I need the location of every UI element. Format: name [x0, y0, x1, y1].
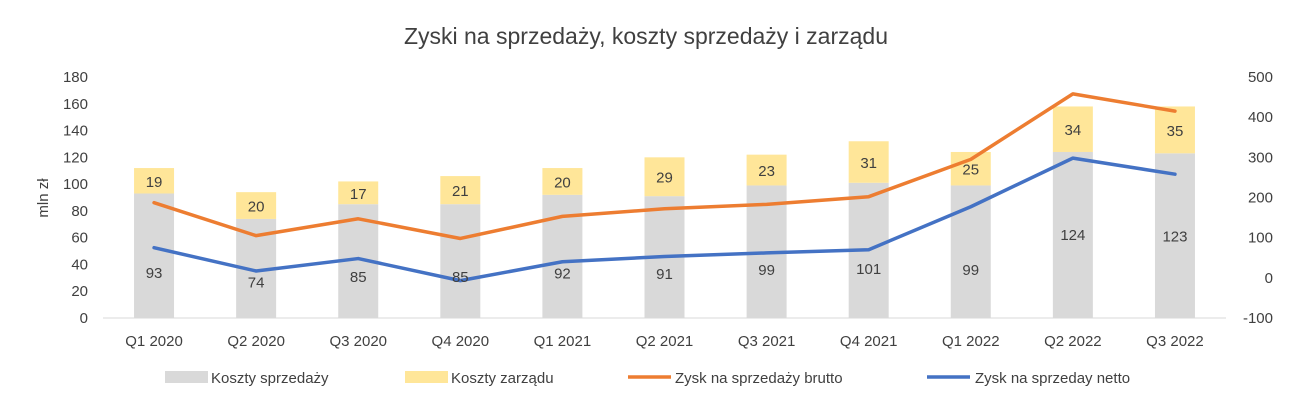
- y-tick-label: 60: [71, 230, 88, 247]
- x-tick-label: Q4 2020: [432, 333, 490, 350]
- data-label: 101: [856, 261, 881, 278]
- data-label: 99: [962, 262, 979, 279]
- y-tick-label: 40: [71, 256, 88, 273]
- bar-koszty-sprzedazy: [134, 193, 175, 318]
- x-tick-label: Q2 2020: [227, 333, 285, 350]
- y2-tick-label: 200: [1248, 190, 1273, 207]
- data-label: 92: [554, 265, 571, 282]
- data-label: 99: [758, 262, 775, 279]
- y-tick-label: 20: [71, 283, 88, 300]
- data-label: 85: [452, 269, 469, 286]
- y2-tick-label: 0: [1265, 270, 1273, 287]
- x-tick-label: Q1 2021: [534, 333, 592, 350]
- data-label: 25: [962, 162, 979, 179]
- bar-koszty-zarzadu: [644, 157, 685, 197]
- y2-tick-label: 100: [1248, 230, 1273, 247]
- bar-koszty-zarzadu: [440, 176, 481, 205]
- chart-title: Zyski na sprzedaży, koszty sprzedaży i z…: [404, 23, 888, 49]
- y-tick-label: 80: [71, 203, 88, 220]
- bar-koszty-sprzedazy: [1052, 151, 1093, 318]
- legend-label: Koszty zarządu: [451, 370, 554, 387]
- x-tick-label: Q1 2022: [942, 333, 1000, 350]
- bar-koszty-zarzadu: [134, 168, 175, 194]
- data-label: 124: [1060, 227, 1085, 244]
- bar-koszty-zarzadu: [746, 154, 787, 186]
- data-label: 35: [1167, 123, 1184, 140]
- y-tick-label: 140: [63, 123, 88, 140]
- data-label: 93: [146, 265, 163, 282]
- y-tick-label: 160: [63, 96, 88, 113]
- x-tick-label: Q3 2020: [329, 333, 387, 350]
- y-axis-left: 0 20 40 60 80 100 120 140 160 180: [63, 69, 88, 327]
- data-label: 29: [656, 170, 673, 187]
- y-tick-label: 120: [63, 149, 88, 166]
- y2-tick-label: 400: [1248, 109, 1273, 126]
- bar-koszty-zarzadu: [338, 181, 379, 205]
- data-label: 17: [350, 186, 367, 203]
- legend-label: Zysk na sprzeday netto: [975, 370, 1130, 387]
- x-tick-label: Q2 2021: [636, 333, 694, 350]
- bar-koszty-zarzadu: [848, 141, 889, 183]
- data-label: 91: [656, 266, 673, 283]
- data-label: 34: [1065, 122, 1082, 139]
- y-tick-label: 180: [63, 69, 88, 86]
- x-axis-ticks: Q1 2020 Q2 2020 Q3 2020 Q4 2020 Q1 2021 Q2 20…: [125, 333, 1203, 350]
- y-axis-label: mln zł: [35, 178, 52, 218]
- lines-layer: [152, 92, 1177, 283]
- x-tick-label: Q3 2022: [1146, 333, 1204, 350]
- data-label: 31: [860, 155, 877, 172]
- data-label: 23: [758, 163, 775, 180]
- legend-swatch: [405, 371, 448, 383]
- y-axis-right: -100 0 100 200 300 400 500: [1243, 69, 1273, 327]
- legend-item: Koszty zarządu: [405, 370, 554, 387]
- legend: Koszty sprzedaży Koszty zarządu Zysk na sp…: [165, 370, 1130, 387]
- bars-layer: [134, 106, 1195, 318]
- data-label: 20: [248, 199, 265, 216]
- bar-koszty-zarzadu: [236, 192, 277, 219]
- legend-label: Koszty sprzedaży: [211, 370, 329, 387]
- y-tick-label: 0: [80, 310, 88, 327]
- x-tick-label: Q3 2021: [738, 333, 796, 350]
- y2-tick-label: -100: [1243, 310, 1273, 327]
- legend-item: Zysk na sprzeday netto: [927, 370, 1130, 387]
- y2-tick-label: 500: [1248, 69, 1273, 86]
- bar-koszty-zarzadu: [1052, 106, 1093, 152]
- legend-label: Zysk na sprzedaży brutto: [675, 370, 843, 387]
- legend-item: Zysk na sprzedaży brutto: [628, 370, 843, 387]
- x-tick-label: Q4 2021: [840, 333, 898, 350]
- data-labels-layer: 93 19 74 20 85 17 85 21 92 20 91 29 99 23 101 31 99 25 124…: [146, 122, 1188, 291]
- y2-tick-label: 300: [1248, 149, 1273, 166]
- legend-swatch: [165, 371, 208, 383]
- data-label: 19: [146, 174, 163, 191]
- data-label: 74: [248, 274, 265, 291]
- x-tick-label: Q1 2020: [125, 333, 183, 350]
- bar-koszty-sprzedazy: [1154, 153, 1195, 318]
- bar-koszty-sprzedazy: [440, 204, 481, 318]
- data-label: 123: [1162, 228, 1187, 245]
- data-label: 21: [452, 183, 469, 200]
- bar-koszty-zarzadu: [542, 168, 583, 195]
- bar-koszty-zarzadu: [1154, 106, 1195, 154]
- y-tick-label: 100: [63, 176, 88, 193]
- legend-item: Koszty sprzedaży: [165, 370, 329, 387]
- data-label: 85: [350, 269, 367, 286]
- bar-koszty-sprzedazy: [542, 194, 583, 318]
- x-tick-label: Q2 2022: [1044, 333, 1102, 350]
- data-label: 20: [554, 174, 571, 191]
